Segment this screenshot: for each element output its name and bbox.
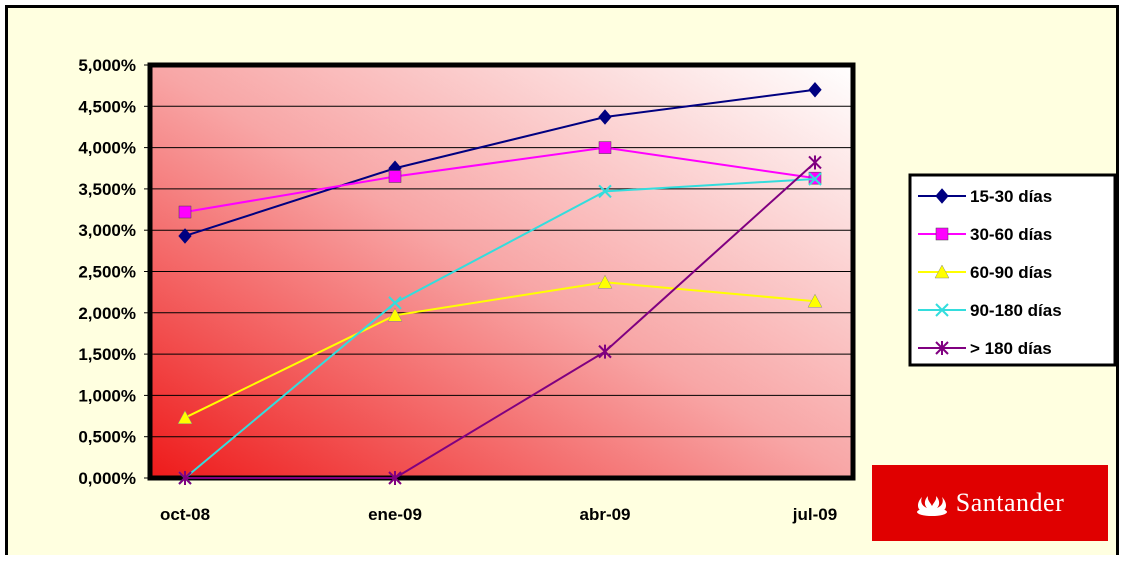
legend-label: 60-90 días [970, 263, 1052, 282]
data-point [935, 341, 949, 355]
x-tick-label: oct-08 [160, 505, 210, 524]
series-1 [178, 82, 822, 244]
data-point [808, 155, 822, 170]
data-point [178, 205, 192, 219]
y-tick-label: 4,000% [78, 139, 136, 158]
flame-icon [916, 490, 947, 516]
legend-label: > 180 días [970, 339, 1052, 358]
data-point [935, 188, 949, 204]
y-tick-label: 3,500% [78, 180, 136, 199]
series-3 [177, 274, 823, 424]
legend-item: 15-30 días [918, 187, 1052, 206]
y-tick-label: 0,500% [78, 428, 136, 447]
x-tick-label: ene-09 [368, 505, 422, 524]
legend-item: > 180 días [918, 339, 1052, 358]
y-tick-label: 1,500% [78, 345, 136, 364]
data-point [177, 410, 193, 424]
legend: 15-30 días 30-60 días 60-90 días 90-180 día… [908, 173, 1117, 367]
data-point [808, 82, 822, 98]
data-point [598, 344, 612, 359]
series-5 [178, 155, 822, 485]
data-point [598, 141, 612, 154]
legend-label: 90-180 días [970, 301, 1062, 320]
series-line [185, 161, 816, 479]
legend-label: 15-30 días [970, 187, 1052, 206]
data-point [387, 307, 403, 322]
series-line [184, 146, 816, 214]
data-point [807, 293, 823, 308]
series-line [184, 88, 816, 237]
data-point [935, 227, 949, 241]
series-2 [178, 141, 822, 219]
legend-label: 30-60 días [970, 225, 1052, 244]
legend-item: 90-180 días [918, 301, 1062, 320]
series-line [184, 177, 816, 479]
data-point [598, 109, 612, 125]
x-tick-label: abr-09 [579, 505, 630, 524]
data-point [934, 264, 950, 279]
y-tick-label: 5,000% [78, 56, 136, 75]
data-point [388, 296, 402, 310]
data-point [808, 172, 822, 186]
data-point [388, 471, 402, 485]
y-tick-label: 2,500% [78, 263, 136, 282]
data-point [935, 303, 949, 317]
y-tick-label: 2,000% [78, 304, 136, 323]
santander-logo: Santander [872, 465, 1108, 541]
y-tick-label: 1,000% [78, 386, 136, 405]
series-line [184, 281, 816, 419]
data-point [178, 471, 192, 485]
logo-text: Santander [955, 488, 1065, 517]
y-tick-label: 0,000% [78, 469, 136, 488]
data-point [178, 228, 192, 244]
x-tick-label: jul-09 [792, 505, 837, 524]
y-tick-label: 4,500% [78, 97, 136, 116]
legend-item: 60-90 días [918, 263, 1052, 282]
legend-item: 30-60 días [918, 225, 1052, 244]
y-tick-label: 3,000% [78, 221, 136, 240]
data-point [388, 170, 402, 183]
data-point [598, 184, 612, 199]
data-point [597, 274, 613, 289]
